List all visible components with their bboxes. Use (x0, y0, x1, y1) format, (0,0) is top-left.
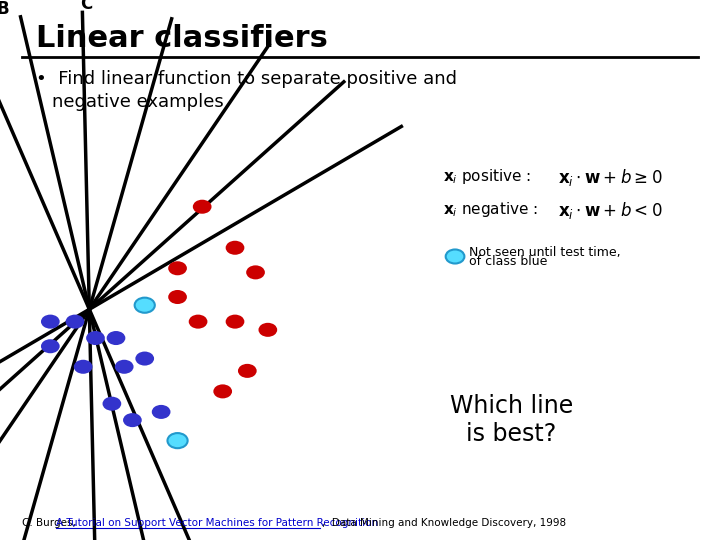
Text: negative examples: negative examples (52, 93, 224, 111)
Text: B: B (0, 0, 9, 18)
Text: C: C (80, 0, 92, 14)
Text: A Tutorial on Support Vector Machines for Pattern Recognition: A Tutorial on Support Vector Machines fo… (56, 518, 378, 528)
Text: $\mathbf{x}_i$ positive :: $\mathbf{x}_i$ positive : (443, 167, 531, 186)
Text: ,  Data Mining and Knowledge Discovery, 1998: , Data Mining and Knowledge Discovery, 1… (322, 518, 566, 528)
Text: Which line
is best?: Which line is best? (449, 394, 573, 446)
Text: $\mathbf{x}_i \cdot \mathbf{w} + b < 0$: $\mathbf{x}_i \cdot \mathbf{w} + b < 0$ (558, 200, 662, 221)
Text: of class blue: of class blue (469, 255, 548, 268)
Text: $\mathbf{x}_i$ negative :: $\mathbf{x}_i$ negative : (443, 200, 538, 219)
Text: C. Burges,: C. Burges, (22, 518, 78, 528)
Text: $\mathbf{x}_i \cdot \mathbf{w} + b \geq 0$: $\mathbf{x}_i \cdot \mathbf{w} + b \geq … (558, 167, 662, 188)
Text: Linear classifiers: Linear classifiers (36, 24, 328, 53)
Text: •  Find linear function to separate positive and: • Find linear function to separate posit… (36, 70, 457, 88)
Text: Not seen until test time,: Not seen until test time, (469, 246, 621, 259)
